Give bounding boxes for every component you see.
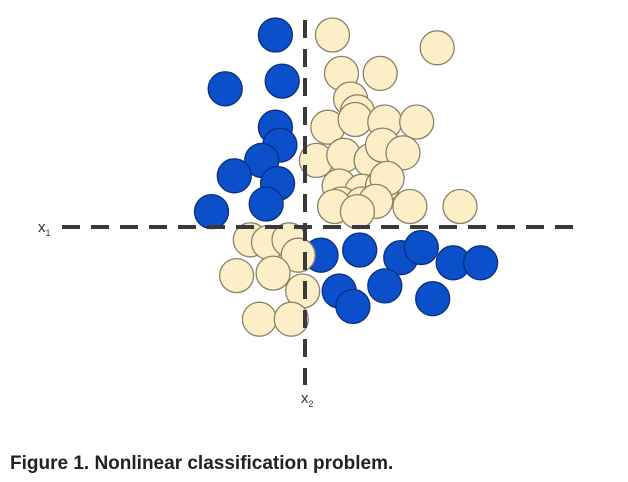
horizontal-axis-label-sub: 1 [46, 228, 51, 238]
data-point-series-2-24 [339, 193, 376, 230]
data-point-series-2-10 [399, 104, 435, 140]
data-point-series-1-10 [193, 193, 230, 230]
vertical-axis-label: x2 [301, 390, 314, 409]
data-point-series-1-14 [403, 229, 439, 266]
data-point-series-2-2 [419, 30, 455, 66]
data-point-series-2-4 [362, 55, 398, 92]
data-point-series-2-35 [273, 301, 309, 337]
data-point-series-2-32 [255, 255, 291, 291]
data-point-series-1-9 [248, 186, 284, 222]
data-point-series-1-18 [335, 288, 371, 325]
horizontal-axis-label: x1 [38, 219, 51, 238]
data-point-series-2-31 [218, 257, 255, 294]
data-point-series-1-2 [207, 71, 243, 107]
data-point-series-1-12 [342, 232, 378, 268]
data-point-series-2-8 [337, 101, 373, 138]
scatter-chart: x1 x2 [38, 17, 583, 409]
vertical-axis-label-sub: 2 [309, 399, 314, 409]
data-point-series-2-26 [442, 188, 478, 225]
data-point-series-1-3 [264, 63, 300, 99]
data-point-series-2-1 [314, 17, 351, 53]
data-point-series-1-16 [462, 245, 499, 281]
data-point-series-1-20 [415, 281, 451, 317]
data-point-series-1-7 [216, 158, 252, 194]
vertical-axis-label-main: x [301, 390, 309, 407]
data-point-series-1-19 [367, 268, 403, 304]
horizontal-axis-label-main: x [38, 219, 46, 236]
data-point-series-2-34 [241, 301, 278, 337]
figure-caption: Figure 1. Nonlinear classification probl… [10, 453, 394, 474]
data-point-series-1-1 [257, 17, 294, 53]
points-layer [193, 17, 499, 337]
data-point-series-2-25 [392, 188, 428, 225]
data-point-series-2-15 [385, 135, 421, 171]
